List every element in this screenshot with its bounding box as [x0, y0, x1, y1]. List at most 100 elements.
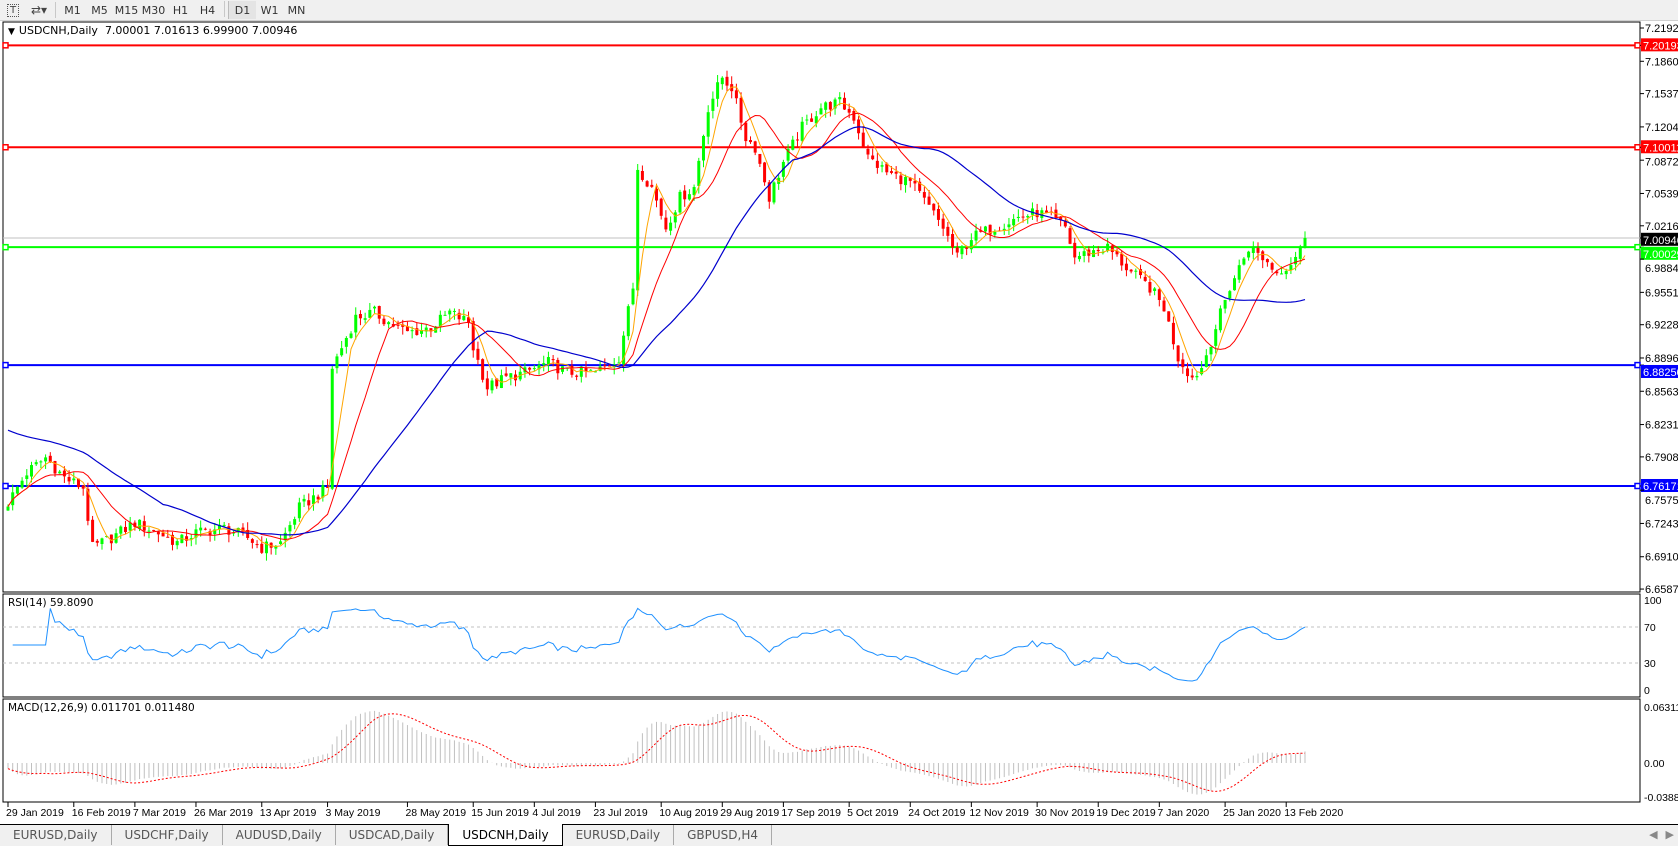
- candle-body: [490, 380, 494, 391]
- drawing-tools-icon[interactable]: ⇄▾: [30, 3, 48, 17]
- candle: [1073, 237, 1077, 265]
- scroll-right-icon[interactable]: ▶: [1665, 828, 1674, 841]
- date-axis-label: 15 Jun 2019: [471, 807, 529, 819]
- candle: [1190, 368, 1194, 381]
- candle-body: [344, 337, 348, 347]
- candle: [772, 181, 776, 205]
- chart-tab[interactable]: EURUSD,Daily: [0, 825, 112, 845]
- candle: [241, 523, 245, 536]
- candle-body: [194, 529, 198, 538]
- candle-body: [91, 519, 95, 542]
- tab-scroll[interactable]: ◀ ▶: [1649, 828, 1674, 841]
- candle: [156, 530, 160, 543]
- chart-title: ▼ USDCNH,Daily 7.00001 7.01613 6.99900 7.…: [8, 24, 297, 37]
- candle: [504, 366, 508, 377]
- price-axis-label: 7.18600: [1645, 56, 1678, 68]
- symbol-label: USDCNH,Daily: [18, 24, 98, 37]
- level-handle: [1634, 361, 1641, 369]
- candle-body: [575, 375, 579, 377]
- candle-body: [631, 288, 635, 305]
- candle-body: [119, 526, 123, 534]
- candle: [1270, 261, 1274, 273]
- timeframe-m15[interactable]: M15: [114, 3, 139, 17]
- candle-body: [748, 140, 752, 143]
- candle: [664, 210, 668, 233]
- candle-body: [922, 192, 926, 198]
- timeframe-h4[interactable]: H4: [199, 3, 216, 17]
- candle: [1247, 250, 1251, 261]
- candle-body: [965, 247, 969, 249]
- timeframe-w1[interactable]: W1: [260, 3, 279, 17]
- candle-body: [617, 362, 621, 364]
- candle-body: [1284, 270, 1288, 275]
- candle-body: [438, 314, 442, 327]
- candle-body: [659, 198, 663, 216]
- scroll-left-icon[interactable]: ◀: [1649, 828, 1658, 841]
- chart-panel: [2, 593, 1641, 698]
- candle-body: [951, 234, 955, 248]
- candle-body: [1059, 217, 1063, 220]
- candle-body: [1171, 322, 1175, 345]
- candle: [279, 534, 283, 545]
- chart-tab[interactable]: EURUSD,Daily: [563, 825, 675, 845]
- candle: [617, 356, 621, 364]
- chart-tab[interactable]: AUDUSD,Daily: [223, 825, 336, 845]
- chart-tab[interactable]: GBPUSD,H4: [674, 825, 772, 845]
- candle-body: [44, 457, 48, 462]
- timeframe-m30[interactable]: M30: [141, 3, 166, 17]
- price-axis-label: 7.21925: [1645, 23, 1678, 35]
- candle-body: [1289, 265, 1293, 270]
- level-price-tag-bg: [1641, 478, 1678, 492]
- timeframe-mn[interactable]: MN: [287, 3, 306, 17]
- candle-body: [697, 160, 701, 186]
- level-handle: [2, 42, 9, 49]
- chart-tab[interactable]: USDCHF,Daily: [112, 825, 223, 845]
- candle-body: [1265, 259, 1269, 263]
- timeframe-h1[interactable]: H1: [172, 3, 189, 17]
- candle: [805, 114, 809, 125]
- candle-body: [363, 318, 367, 320]
- candle: [1251, 241, 1255, 260]
- candle: [476, 341, 480, 365]
- candle-body: [532, 368, 536, 370]
- timeframe-m1[interactable]: M1: [64, 3, 81, 17]
- candle: [744, 120, 748, 147]
- candle: [1096, 246, 1100, 257]
- candle: [509, 372, 513, 386]
- candle: [894, 166, 898, 180]
- candle: [438, 310, 442, 332]
- candle-body: [579, 366, 583, 377]
- candle-body: [1204, 355, 1208, 368]
- candle-body: [828, 101, 832, 110]
- collapse-triangle-icon[interactable]: ▼: [8, 27, 15, 37]
- macd-axis-label: 0.00: [1644, 758, 1665, 770]
- candle: [462, 309, 466, 322]
- candle-body: [1294, 256, 1298, 265]
- text-tool-icon[interactable]: T: [0, 0, 26, 20]
- candle-body: [546, 357, 550, 365]
- candle-body: [1096, 249, 1100, 252]
- candle-body: [25, 475, 29, 480]
- timeframe-d1[interactable]: D1: [228, 1, 256, 19]
- candle: [109, 534, 113, 551]
- candle: [880, 161, 884, 173]
- candle-body: [485, 378, 489, 390]
- chart-tab[interactable]: USDCNH,Daily: [448, 824, 563, 846]
- candle-body: [307, 500, 311, 506]
- candle: [537, 360, 541, 375]
- price-axis-label: 7.02165: [1645, 221, 1678, 233]
- candle-body: [1298, 246, 1302, 259]
- timeframe-m5[interactable]: M5: [91, 3, 108, 17]
- candle-body: [777, 177, 781, 184]
- date-axis-label: 13 Apr 2019: [260, 807, 317, 819]
- candle: [720, 76, 724, 90]
- date-axis-label: 23 Jul 2019: [593, 807, 647, 819]
- rsi-axis-label: 30: [1644, 658, 1656, 670]
- candle: [354, 307, 358, 340]
- candle-body: [1134, 270, 1138, 272]
- candle: [128, 516, 132, 538]
- candle: [650, 179, 654, 188]
- price-axis-label: 6.85635: [1645, 386, 1678, 398]
- chart-tab[interactable]: USDCAD,Daily: [336, 825, 449, 845]
